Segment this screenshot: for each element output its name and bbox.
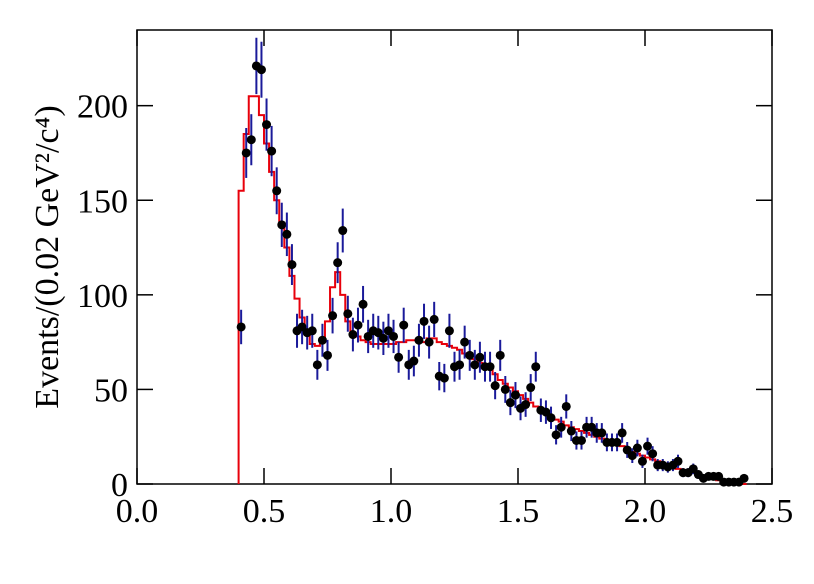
data-point [632, 443, 642, 453]
plot-frame [136, 29, 773, 485]
data-point [389, 331, 399, 341]
y-tick-label: 0 [111, 467, 128, 504]
data-point [531, 362, 541, 372]
data-point [556, 422, 566, 432]
data-point [637, 456, 647, 466]
data-point [444, 326, 454, 336]
data-point [429, 314, 439, 324]
data-point [551, 430, 561, 440]
data-point [424, 337, 434, 347]
x-tick-label: 0.5 [243, 493, 286, 530]
x-tick-label: 0.0 [116, 493, 159, 530]
data-point [358, 299, 368, 309]
data-point [241, 148, 251, 158]
data-point [353, 320, 363, 330]
data-point [262, 120, 272, 130]
data-point [328, 311, 338, 321]
data-point [470, 360, 480, 370]
data-point [617, 428, 627, 438]
x-tick-label: 1.0 [370, 493, 413, 530]
data-point [577, 435, 586, 445]
data-point [312, 360, 322, 370]
data-point [561, 401, 571, 411]
data-point [267, 146, 277, 156]
data-point [399, 320, 409, 330]
data-point [323, 350, 332, 360]
data-point [333, 258, 343, 268]
data-point [256, 65, 266, 75]
data-point [460, 337, 470, 347]
data-point [277, 220, 287, 230]
data-point [246, 135, 256, 145]
data-point [643, 441, 653, 451]
y-tick-label: 200 [77, 89, 128, 126]
data-point [673, 456, 683, 466]
data-point [282, 229, 292, 239]
x-tick-label: 2.0 [624, 493, 667, 530]
y-axis-label: Events/(0.02 GeV²/c⁴) [29, 105, 66, 408]
data-point [485, 362, 495, 372]
data-point [348, 330, 358, 340]
data-point [272, 186, 282, 196]
y-tick-label: 100 [77, 278, 128, 315]
data-point [546, 413, 556, 423]
data-point [307, 326, 317, 336]
data-point [236, 322, 246, 332]
data-point [414, 335, 424, 345]
fit-curve [237, 95, 747, 485]
data-point [317, 335, 327, 345]
data-point [739, 473, 749, 483]
data-point [455, 360, 465, 370]
x-tick-label: 2.5 [751, 493, 794, 530]
data-point [495, 350, 505, 360]
data-point [500, 384, 510, 394]
data-point [287, 260, 297, 270]
data-point [343, 309, 353, 319]
data-point [378, 333, 388, 343]
y-tick-label: 50 [94, 372, 128, 409]
data-point [612, 437, 622, 447]
data-point [597, 428, 607, 438]
x-tick-label: 1.5 [497, 493, 540, 530]
data-point [394, 352, 404, 362]
data-point [465, 350, 475, 360]
data-point [627, 451, 637, 461]
data-point [419, 316, 429, 326]
data-point [510, 390, 520, 400]
data-point [475, 352, 485, 362]
data-point [526, 383, 536, 393]
data-point [338, 226, 348, 236]
data-point [566, 426, 576, 436]
data-point [648, 449, 658, 459]
data-point [439, 373, 449, 383]
data-point [521, 400, 531, 410]
data-point [490, 381, 500, 391]
y-tick-label: 150 [77, 183, 128, 220]
data-point [409, 356, 419, 366]
data-point [505, 398, 515, 408]
